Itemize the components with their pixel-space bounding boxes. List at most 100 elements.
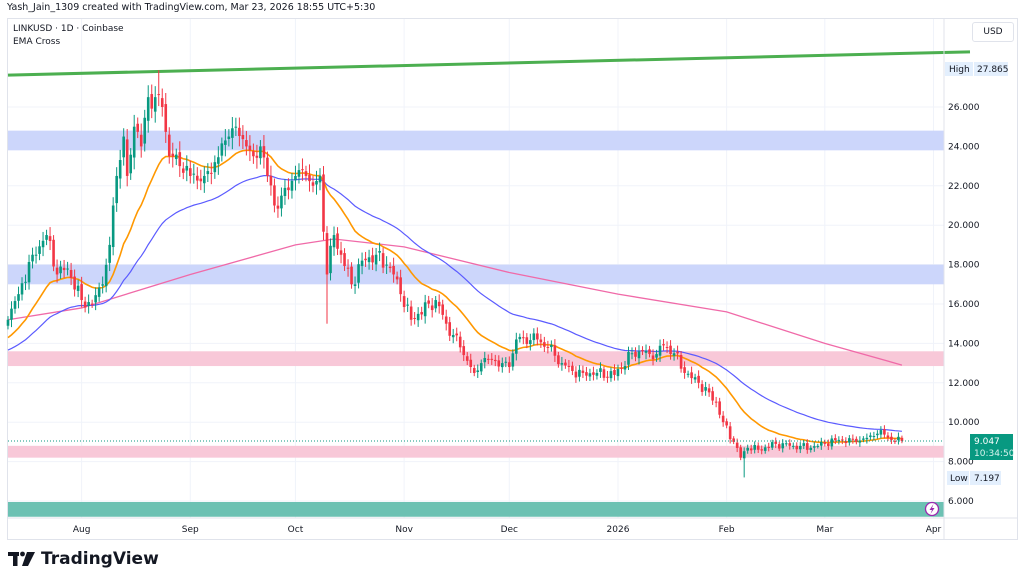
candle-body[interactable] <box>31 254 34 262</box>
candle-body[interactable] <box>259 146 262 159</box>
candle-body[interactable] <box>360 260 364 267</box>
candle-body[interactable] <box>283 187 287 197</box>
candle-body[interactable] <box>346 267 350 269</box>
candle-body[interactable] <box>97 287 101 297</box>
candle-body[interactable] <box>444 316 448 324</box>
candle-body[interactable] <box>143 117 147 144</box>
tradingview-logo[interactable]: TradingView <box>8 549 159 569</box>
candle-body[interactable] <box>693 377 697 380</box>
candle-body[interactable] <box>125 139 129 176</box>
candle-body[interactable] <box>518 336 522 340</box>
candle-body[interactable] <box>602 369 606 378</box>
candle-body[interactable] <box>255 155 259 158</box>
candle-body[interactable] <box>827 443 830 447</box>
candle-body[interactable] <box>816 445 820 447</box>
candle-body[interactable] <box>490 358 494 360</box>
candle-body[interactable] <box>599 368 602 372</box>
candle-body[interactable] <box>897 436 900 441</box>
candle-body[interactable] <box>809 447 813 450</box>
candle-body[interactable] <box>10 308 13 320</box>
candle-body[interactable] <box>823 442 827 444</box>
candle-body[interactable] <box>241 135 245 140</box>
candle-body[interactable] <box>59 266 62 274</box>
candle-body[interactable] <box>132 126 136 158</box>
candle-body[interactable] <box>679 354 683 369</box>
candle-body[interactable] <box>536 333 539 340</box>
candle-body[interactable] <box>791 445 795 447</box>
candle-body[interactable] <box>332 235 336 248</box>
candle-body[interactable] <box>164 104 168 132</box>
candle-body[interactable] <box>472 368 476 373</box>
candle-body[interactable] <box>658 345 662 356</box>
candle-body[interactable] <box>350 266 353 285</box>
candle-body[interactable] <box>634 351 637 357</box>
candle-body[interactable] <box>581 370 585 373</box>
candle-body[interactable] <box>641 349 644 352</box>
candle-body[interactable] <box>392 265 395 275</box>
candle-body[interactable] <box>52 239 55 267</box>
candle-body[interactable] <box>763 447 767 451</box>
candle-body[interactable] <box>206 171 210 175</box>
candle-body[interactable] <box>749 448 753 451</box>
candle-body[interactable] <box>6 319 10 326</box>
candle-body[interactable] <box>160 98 164 107</box>
candle-body[interactable] <box>139 134 143 147</box>
candle-body[interactable] <box>318 175 322 183</box>
candle-body[interactable] <box>770 442 774 448</box>
candle-body[interactable] <box>146 97 150 121</box>
candle-body[interactable] <box>662 344 665 346</box>
candle-body[interactable] <box>644 350 648 353</box>
candle-body[interactable] <box>104 264 108 287</box>
candle-body[interactable] <box>557 355 560 365</box>
candle-body[interactable] <box>381 253 385 268</box>
candle-body[interactable] <box>192 173 196 175</box>
candle-body[interactable] <box>430 305 434 311</box>
candle-body[interactable] <box>437 301 441 307</box>
candle-body[interactable] <box>560 363 564 365</box>
candle-body[interactable] <box>462 346 466 356</box>
candle-body[interactable] <box>413 317 416 319</box>
candle-body[interactable] <box>700 384 704 392</box>
candle-body[interactable] <box>546 346 550 348</box>
candle-body[interactable] <box>479 363 483 372</box>
candle-body[interactable] <box>592 372 595 375</box>
candle-body[interactable] <box>493 359 497 362</box>
candle-body[interactable] <box>83 301 87 308</box>
candle-body[interactable] <box>262 146 266 158</box>
candle-body[interactable] <box>483 357 487 363</box>
candle-body[interactable] <box>595 372 599 376</box>
candle-body[interactable] <box>497 360 501 367</box>
candle-body[interactable] <box>248 145 252 151</box>
candle-body[interactable] <box>13 301 17 309</box>
candle-body[interactable] <box>185 165 189 171</box>
candle-body[interactable] <box>252 151 255 157</box>
candle-body[interactable] <box>73 276 76 290</box>
candle-body[interactable] <box>725 421 728 426</box>
candle-body[interactable] <box>153 97 157 112</box>
candle-body[interactable] <box>371 255 374 263</box>
candle-body[interactable] <box>848 438 851 443</box>
candle-body[interactable] <box>90 303 94 305</box>
candle-body[interactable] <box>707 388 711 393</box>
candle-body[interactable] <box>522 337 525 339</box>
candle-body[interactable] <box>220 143 224 156</box>
candle-body[interactable] <box>648 349 651 354</box>
candle-body[interactable] <box>118 160 122 179</box>
candle-body[interactable] <box>181 168 185 173</box>
candle-body[interactable] <box>553 345 557 356</box>
candle-body[interactable] <box>841 439 844 441</box>
candle-body[interactable] <box>465 356 469 361</box>
candle-body[interactable] <box>196 175 199 181</box>
candle-body[interactable] <box>34 254 38 256</box>
candle-body[interactable] <box>280 195 283 209</box>
candle-body[interactable] <box>287 187 290 191</box>
candle-body[interactable] <box>655 354 658 358</box>
candle-body[interactable] <box>837 439 841 441</box>
candle-body[interactable] <box>399 277 402 295</box>
zone-teal[interactable] <box>8 501 944 517</box>
candle-body[interactable] <box>311 182 315 186</box>
candle-body[interactable] <box>500 363 504 368</box>
candle-body[interactable] <box>578 369 581 377</box>
indicator-name[interactable]: EMA Cross <box>13 37 61 47</box>
